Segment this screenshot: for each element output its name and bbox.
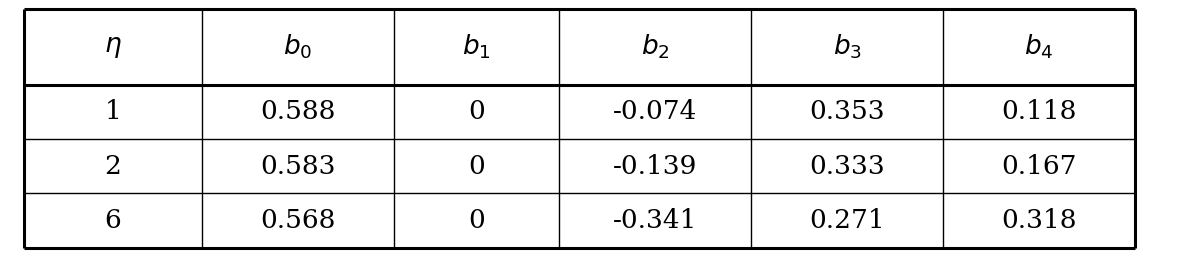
Text: 2: 2 (104, 154, 121, 179)
Text: 0.118: 0.118 (1002, 99, 1076, 125)
Text: 0.167: 0.167 (1002, 154, 1076, 179)
Text: 0.588: 0.588 (260, 99, 335, 125)
Text: 0: 0 (468, 99, 485, 125)
Text: $b_2$: $b_2$ (641, 33, 670, 61)
Text: 0: 0 (468, 208, 485, 233)
Text: 0: 0 (468, 154, 485, 179)
Text: 1: 1 (104, 99, 121, 125)
Text: 0.568: 0.568 (260, 208, 335, 233)
Text: $b_1$: $b_1$ (462, 33, 491, 61)
Text: -0.139: -0.139 (613, 154, 697, 179)
Text: $b_4$: $b_4$ (1025, 33, 1054, 61)
Text: -0.341: -0.341 (613, 208, 697, 233)
Text: 6: 6 (104, 208, 121, 233)
Text: 0.583: 0.583 (260, 154, 335, 179)
Text: 0.333: 0.333 (809, 154, 886, 179)
Text: $\eta$: $\eta$ (104, 34, 121, 60)
Text: 0.353: 0.353 (809, 99, 886, 125)
Text: $b_3$: $b_3$ (833, 33, 862, 61)
Text: -0.074: -0.074 (613, 99, 697, 125)
Text: $b_0$: $b_0$ (283, 33, 312, 61)
Text: 0.271: 0.271 (809, 208, 886, 233)
Text: 0.318: 0.318 (1002, 208, 1076, 233)
